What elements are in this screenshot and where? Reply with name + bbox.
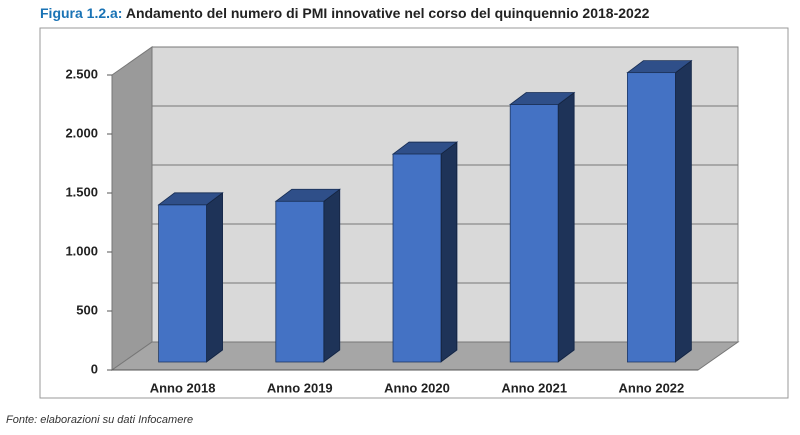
y-tick-label: 1.500 xyxy=(65,184,98,199)
source-note: Fonte: elaborazioni su dati Infocamere xyxy=(6,414,193,426)
bar-top-shade xyxy=(510,92,575,105)
x-tick-label: Anno 2021 xyxy=(501,380,567,395)
figure-label: Figura 1.2.a: xyxy=(40,5,122,21)
bar-side-shade xyxy=(558,92,575,362)
x-tick-label: Anno 2022 xyxy=(619,380,685,395)
y-tick-label: 2.500 xyxy=(65,66,98,81)
bar xyxy=(275,200,325,363)
bar-top-shade xyxy=(158,192,223,205)
bar-side-shade xyxy=(441,142,457,362)
y-tick-label: 0 xyxy=(91,361,98,376)
bar xyxy=(627,72,676,363)
chart-frame xyxy=(39,27,789,399)
y-tick-label: 500 xyxy=(76,302,98,317)
y-tick-label: 1.000 xyxy=(65,243,98,258)
side-wall xyxy=(111,46,153,371)
bar xyxy=(509,104,559,363)
x-tick-label: Anno 2020 xyxy=(384,380,450,395)
bar-top-shade xyxy=(393,142,457,155)
chart-title: Andamento del numero di PMI innovative n… xyxy=(126,5,650,21)
bar-side-shade xyxy=(675,60,692,362)
bar xyxy=(158,204,208,363)
x-tick-label: Anno 2019 xyxy=(267,380,333,395)
chart-heading: Figura 1.2.a: Andamento del numero di PM… xyxy=(40,5,650,21)
bar-side-shade xyxy=(323,189,340,362)
y-tick-label: 2.000 xyxy=(65,125,98,140)
bar-top-shade xyxy=(627,60,692,73)
x-tick-label: Anno 2018 xyxy=(150,380,216,395)
bar xyxy=(392,153,442,363)
bar-top-shade xyxy=(275,189,340,202)
bar-side-shade xyxy=(206,192,223,362)
